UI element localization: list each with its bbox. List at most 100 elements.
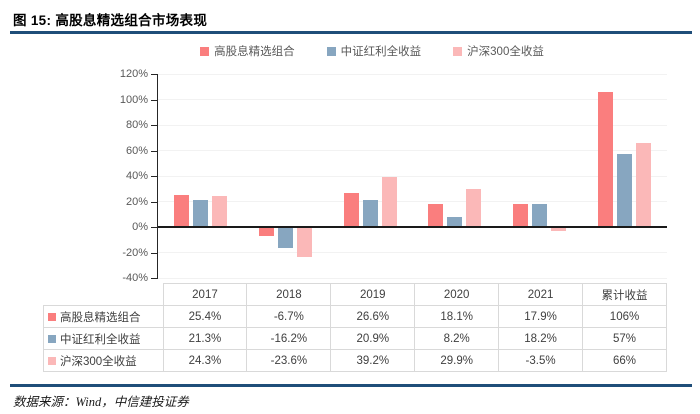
table-value-cell: -23.6% [246,349,332,372]
table-value-cell: 24.3% [162,349,248,372]
table-corner-cell [43,283,164,306]
bar-2020-series2 [466,188,482,227]
bar-2018-series0 [258,227,274,236]
gridline [158,277,667,279]
bar-2019-series1 [362,200,378,227]
bar-2019-series2 [381,177,397,227]
table-row-label: 高股息精选组合 [43,305,164,328]
y-axis-tick-label: -20% [122,246,148,259]
bar-2020-series0 [428,203,444,227]
y-axis-tick [151,99,157,101]
table-row-label: 沪深300全收益 [43,349,164,372]
y-axis-tick [151,74,157,75]
table-header-cell: 2019 [330,283,416,306]
table-header-cell: 2018 [246,283,332,306]
bar-2018-series1 [277,227,293,248]
legend-label: 中证红利全收益 [340,46,422,58]
table-header-cell: 2017 [162,283,248,306]
bar-2021-series0 [513,204,529,227]
y-axis-tick-label: 60% [125,144,148,157]
table-value-cell: -3.5% [498,349,584,372]
table-row: 沪深300全收益 24.3% -23.6% 39.2% 29.9% -3.5% 66% [43,349,667,372]
table-value-cell: 18.1% [414,305,500,328]
legend-item: 沪深300全收益 [453,43,544,59]
y-axis-tick [151,125,157,126]
y-axis-tick-label: 120% [119,68,148,80]
bar-2021-series1 [532,203,548,227]
bar-累计收益-series2 [636,142,652,227]
bar-2017-series0 [173,194,189,227]
bar-2020-series1 [447,216,463,227]
legend-item: 中证红利全收益 [326,43,422,59]
y-axis-tick-label: -40% [122,272,148,284]
table-value-cell: 8.2% [414,327,500,350]
table-value-cell: 26.6% [330,305,416,328]
y-axis-tick [151,150,157,152]
y-axis-tick [151,176,157,177]
gridline [158,252,667,253]
table-header-cell: 2021 [498,283,584,306]
table-value-cell: 20.9% [330,327,416,350]
table-header-cell: 2020 [414,283,500,306]
data-source-note: 数据来源：Wind，中信建投证券 [13,395,189,409]
y-axis-tick [151,227,157,228]
table-header-cell: 累计收益 [582,283,667,306]
y-axis-tick [151,252,157,254]
table-value-cell: -6.7% [246,305,332,328]
y-axis-tick-label: 0% [132,221,148,233]
series-swatch-icon [48,357,56,365]
y-axis-tick-label: 80% [125,119,148,131]
plot-area [158,73,667,279]
footer-divider [10,384,692,387]
bar-累计收益-series0 [598,91,614,227]
table-value-cell: 39.2% [330,349,416,372]
legend-swatch-icon [453,46,463,56]
table-value-cell: 29.9% [414,349,500,372]
table-row-label-text: 高股息精选组合 [60,311,141,324]
gridline [158,73,667,75]
title-divider [10,31,692,34]
gridline [158,99,667,100]
bar-累计收益-series1 [617,154,633,227]
table-value-cell: 57% [582,327,667,350]
bar-2018-series2 [296,227,312,258]
table-row-label: 中证红利全收益 [43,327,164,350]
bar-2021-series2 [551,227,567,232]
table-value-cell: 17.9% [498,305,584,328]
table-row-label-text: 沪深300全收益 [60,355,137,368]
bar-2019-series0 [343,193,359,227]
table-row: 高股息精选组合 25.4% -6.7% 26.6% 18.1% 17.9% 106% [43,305,667,328]
table-row: 中证红利全收益 21.3% -16.2% 20.9% 8.2% 18.2% 57% [43,327,667,350]
legend-swatch-icon [200,46,210,56]
table-value-cell: 25.4% [162,305,248,328]
legend-item: 高股息精选组合 [200,43,295,59]
legend-label: 沪深300全收益 [467,46,544,58]
gridline [158,175,667,177]
bar-2017-series1 [192,199,208,227]
legend-label: 高股息精选组合 [214,46,295,58]
y-axis-tick-label: 40% [125,170,148,182]
gridline [158,150,667,151]
legend-swatch-icon [326,46,336,56]
table-value-cell: 18.2% [498,327,584,350]
chart-legend: 高股息精选组合 中证红利全收益 沪深300全收益 [0,43,700,59]
gridline [158,201,667,202]
table-value-cell: 21.3% [162,327,248,350]
chart-data-table: 2017 2018 2019 2020 2021 累计收益高股息精选组合 25.4% -6.7… [43,283,667,372]
y-axis-tick-label: 100% [119,93,148,106]
table-row-label-text: 中证红利全收益 [60,333,141,346]
table-value-cell: -16.2% [246,327,332,350]
figure-title: 图 15: 高股息精选组合市场表现 [13,13,208,28]
series-swatch-icon [48,313,56,321]
series-swatch-icon [48,335,56,343]
y-axis-line [156,74,158,279]
bar-2017-series2 [211,196,227,227]
y-axis-tick [151,278,157,279]
zero-axis-line [158,226,667,228]
y-axis-tick-label: 20% [125,195,148,208]
table-value-cell: 66% [582,349,667,372]
table-value-cell: 106% [582,305,667,328]
y-axis-tick [151,201,157,203]
gridline [158,124,667,126]
